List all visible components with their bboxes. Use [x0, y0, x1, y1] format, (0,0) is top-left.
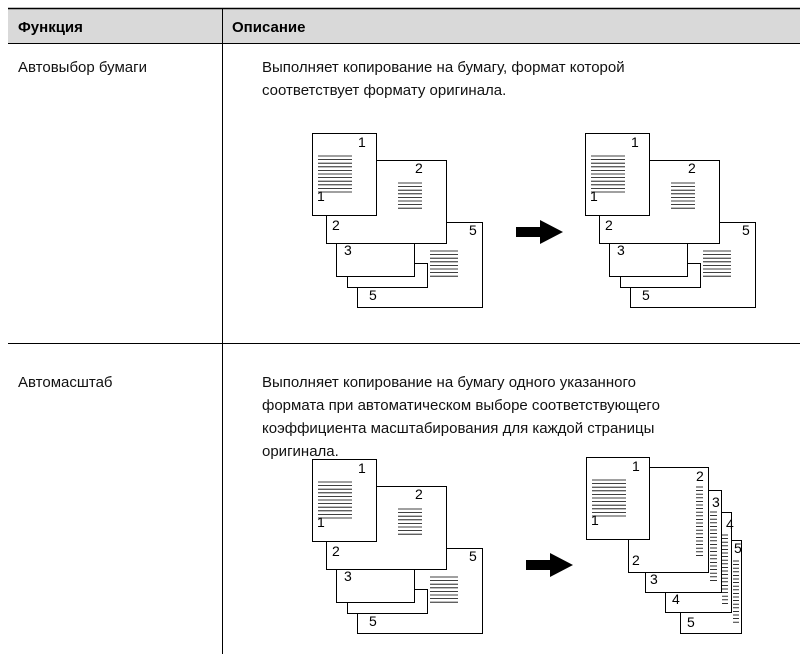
- page-number: 4: [726, 516, 734, 532]
- description-line: оригинала.: [262, 443, 339, 460]
- page-number: 5: [469, 548, 477, 564]
- page-number: 1: [631, 134, 639, 150]
- page-number: 5: [469, 222, 477, 238]
- page-number: 3: [344, 568, 352, 584]
- function-name: Автовыбор бумаги: [18, 59, 147, 76]
- page-number: 5: [734, 540, 742, 556]
- page-number: 5: [369, 287, 377, 303]
- page-number: 2: [605, 217, 613, 233]
- page-number: 2: [332, 543, 340, 559]
- page-number: 3: [712, 494, 720, 510]
- page-number: 4: [672, 591, 680, 607]
- header-cell: Функция: [18, 19, 83, 36]
- page-number: 1: [590, 188, 598, 204]
- arrow: [516, 220, 563, 244]
- page-number: 1: [317, 188, 325, 204]
- page-number: 2: [632, 552, 640, 568]
- page-number: 2: [696, 468, 704, 484]
- sheet: [312, 133, 377, 216]
- sheet: [609, 242, 688, 277]
- page-number: 5: [687, 614, 695, 630]
- page-number: 5: [742, 222, 750, 238]
- description-line: коэффициента масштабирования для каждой …: [262, 420, 654, 437]
- page-number: 5: [369, 613, 377, 629]
- description-line: соответствует формату оригинала.: [262, 82, 506, 99]
- header-cell: Описание: [232, 19, 305, 36]
- description-line: формата при автоматическом выборе соотве…: [262, 397, 660, 414]
- arrow: [526, 553, 573, 577]
- page-number: 2: [688, 160, 696, 176]
- sheet: [586, 457, 650, 540]
- page-number: 1: [358, 460, 366, 476]
- page-number: 2: [415, 160, 423, 176]
- page-number: 2: [415, 486, 423, 502]
- function-name: Автомасштаб: [18, 374, 113, 391]
- description-line: Выполняет копирование на бумагу, формат …: [262, 59, 625, 76]
- page-number: 1: [317, 514, 325, 530]
- header-background: [8, 9, 800, 43]
- page-number: 5: [642, 287, 650, 303]
- page-number: 1: [358, 134, 366, 150]
- page-number: 3: [650, 571, 658, 587]
- sheet: [336, 568, 415, 603]
- description-line: Выполняет копирование на бумагу одного у…: [262, 374, 636, 391]
- sheet: [312, 459, 377, 542]
- sheet: [585, 133, 650, 216]
- page-number: 1: [632, 458, 640, 474]
- page-number: 1: [591, 512, 599, 528]
- page-number: 3: [344, 242, 352, 258]
- page-number: 3: [617, 242, 625, 258]
- page-number: 2: [332, 217, 340, 233]
